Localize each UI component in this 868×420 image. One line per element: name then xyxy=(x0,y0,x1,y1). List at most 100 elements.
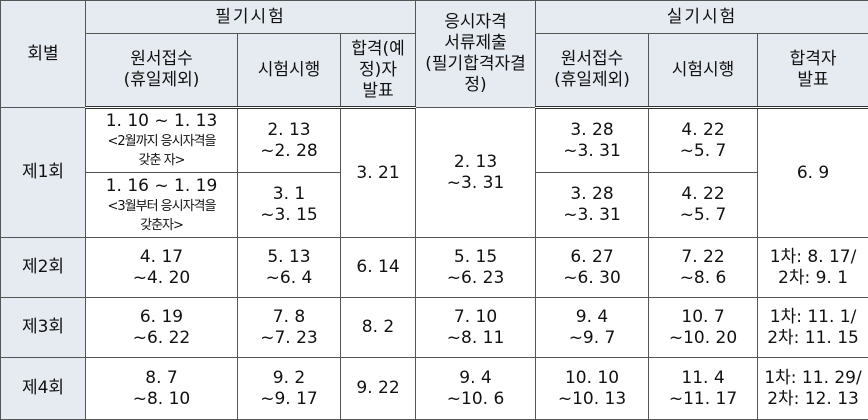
cell-line: 1차: 11. 1/ xyxy=(758,307,868,328)
header-cell: 필기시험 xyxy=(86,1,416,34)
cell-line: 합격자 xyxy=(758,49,868,70)
header-cell: 제2회 xyxy=(1,238,86,298)
data-cell: 2. 13~2. 28 xyxy=(238,108,341,173)
cell-line: 갖춘자> xyxy=(86,216,237,235)
cell-line: 7. 10 xyxy=(416,307,535,328)
cell-line: 5. 13 xyxy=(238,247,340,268)
data-cell: 3. 28~3. 31 xyxy=(536,173,649,238)
cell-text: 시험시행 xyxy=(238,60,340,81)
cell-line: 11. 4 xyxy=(649,368,757,389)
cell-text: 제1회 xyxy=(1,162,85,183)
cell-line: 원서접수 xyxy=(536,49,648,70)
cell-line: 응시자격 xyxy=(416,12,535,33)
data-cell: 7. 22~8. 6 xyxy=(649,238,758,298)
cell-text: 3. 21 xyxy=(341,163,415,184)
data-cell: 8. 7~8. 10 xyxy=(86,358,238,420)
cell-text: 제4회 xyxy=(1,378,85,399)
cell-line: ~2. 28 xyxy=(238,141,340,162)
cell-line: 6. 27 xyxy=(536,247,648,268)
cell-line: (휴일제외) xyxy=(86,70,237,91)
cell-line: ~6. 23 xyxy=(416,268,535,289)
data-cell: 7. 10~8. 11 xyxy=(416,298,536,358)
cell-text: 8. 2 xyxy=(341,317,415,338)
cell-line: 5. 15 xyxy=(416,247,535,268)
cell-line: ~5. 7 xyxy=(649,205,757,226)
cell-line: ~5. 7 xyxy=(649,141,757,162)
header-cell: 실기시험 xyxy=(536,1,868,34)
data-cell: 4. 22~5. 7 xyxy=(649,173,758,238)
data-cell: 1차: 11. 29/2차: 12. 13 xyxy=(758,358,868,420)
data-cell: 1차: 8. 17/2차: 9. 1 xyxy=(758,238,868,298)
data-cell: 8. 2 xyxy=(341,298,416,358)
data-cell: 9. 4~9. 7 xyxy=(536,298,649,358)
data-cell: 4. 22~5. 7 xyxy=(649,108,758,173)
cell-line: 정)자 xyxy=(341,60,415,81)
cell-line: ~3. 31 xyxy=(416,173,535,194)
header-cell: 제4회 xyxy=(1,358,86,420)
cell-line: 3. 28 xyxy=(536,184,648,205)
data-cell: 3. 21 xyxy=(341,108,416,238)
cell-line: 3. 28 xyxy=(536,120,648,141)
cell-line: ~8. 6 xyxy=(649,268,757,289)
header-cell: 원서접수(휴일제외) xyxy=(536,34,649,108)
cell-line: 6. 19 xyxy=(86,307,237,328)
cell-line: 4. 22 xyxy=(649,120,757,141)
cell-line: 2차: 11. 15 xyxy=(758,328,868,349)
cell-line: 3. 1 xyxy=(238,184,340,205)
cell-line: 2차: 12. 13 xyxy=(758,389,868,410)
cell-line: 발표 xyxy=(341,81,415,102)
cell-line: 서류제출 xyxy=(416,33,535,54)
header-cell: 회별 xyxy=(1,1,86,108)
data-cell: 6. 19~6. 22 xyxy=(86,298,238,358)
data-cell: 3. 1~3. 15 xyxy=(238,173,341,238)
cell-line: 1차: 8. 17/ xyxy=(758,247,868,268)
cell-line: 10. 7 xyxy=(649,307,757,328)
data-cell: 9. 2~9. 17 xyxy=(238,358,341,420)
cell-line: ~10. 6 xyxy=(416,389,535,410)
data-cell: 6. 14 xyxy=(341,238,416,298)
cell-line: ~11. 17 xyxy=(649,389,757,410)
data-cell: 6. 27~6. 30 xyxy=(536,238,649,298)
cell-line: 1차: 11. 29/ xyxy=(758,368,868,389)
data-cell: 2. 13~3. 31 xyxy=(416,108,536,238)
cell-line: ~8. 11 xyxy=(416,328,535,349)
data-cell: 11. 4~11. 17 xyxy=(649,358,758,420)
cell-line: 원서접수 xyxy=(86,49,237,70)
cell-text: 제3회 xyxy=(1,317,85,338)
cell-line: (휴일제외) xyxy=(536,70,648,91)
cell-line: 7. 22 xyxy=(649,247,757,268)
data-cell: 4. 17~4. 20 xyxy=(86,238,238,298)
cell-line: 10. 10 xyxy=(536,368,648,389)
cell-text: 제2회 xyxy=(1,257,85,278)
cell-line: ~3. 31 xyxy=(536,205,648,226)
data-cell: 1차: 11. 1/2차: 11. 15 xyxy=(758,298,868,358)
data-cell: 5. 13~6. 4 xyxy=(238,238,341,298)
cell-text: 시험시행 xyxy=(649,60,757,81)
cell-line: 1. 16 ~ 1. 19 xyxy=(86,176,237,197)
cell-line: 1. 10 ~ 1. 13 xyxy=(86,111,237,132)
cell-line: 합격(예 xyxy=(341,39,415,60)
data-cell: 9. 4~10. 6 xyxy=(416,358,536,420)
cell-line: ~6. 30 xyxy=(536,268,648,289)
cell-line: (필기합격자결 xyxy=(416,54,535,75)
cell-line: 8. 7 xyxy=(86,368,237,389)
cell-line: ~6. 4 xyxy=(238,268,340,289)
cell-line: 9. 4 xyxy=(416,368,535,389)
cell-line: ~6. 22 xyxy=(86,328,237,349)
cell-line: ~9. 7 xyxy=(536,328,648,349)
data-cell: 10. 7~10. 20 xyxy=(649,298,758,358)
cell-line: 9. 4 xyxy=(536,307,648,328)
cell-text: 6. 14 xyxy=(341,257,415,278)
cell-line: 4. 22 xyxy=(649,184,757,205)
header-cell: 시험시행 xyxy=(649,34,758,108)
cell-line: 2. 13 xyxy=(238,120,340,141)
cell-line: ~3. 15 xyxy=(238,205,340,226)
cell-line: 발표 xyxy=(758,70,868,91)
